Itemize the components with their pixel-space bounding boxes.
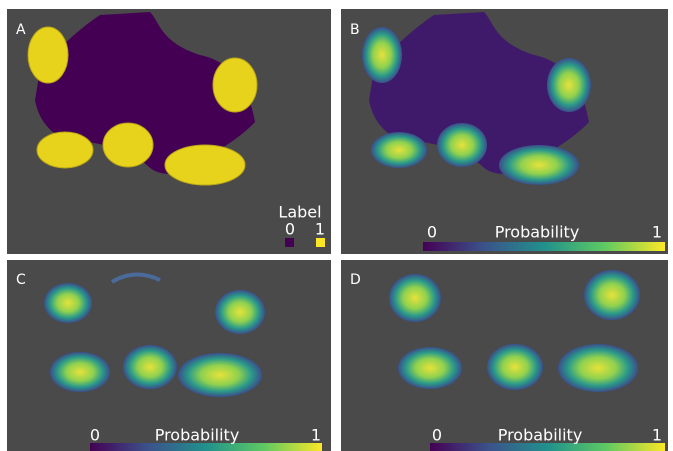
figure: A B C D Label 0 1 0 Probability 1 0 Prob… xyxy=(0,0,673,451)
colorbar-title: Probability xyxy=(495,223,580,242)
colorbar-max: 1 xyxy=(311,426,321,445)
colorbar-max: 1 xyxy=(652,223,662,242)
colorbar xyxy=(423,242,665,251)
panel-label: B xyxy=(350,22,360,38)
colorbar-min: 0 xyxy=(427,223,437,242)
panel-label: A xyxy=(16,22,26,38)
legend-swatch xyxy=(316,238,325,247)
colorbar-min: 0 xyxy=(432,426,442,445)
colorbar-title: Probability xyxy=(155,426,240,445)
colorbar-title: Probability xyxy=(498,426,583,445)
panel-label: D xyxy=(350,272,361,288)
legend-label: 0 xyxy=(285,220,295,239)
legend-label: 1 xyxy=(315,220,325,239)
colorbar-max: 1 xyxy=(652,426,662,445)
panel-label: C xyxy=(16,272,26,288)
colorbar-min: 0 xyxy=(90,426,100,445)
legend-swatch xyxy=(285,238,294,247)
